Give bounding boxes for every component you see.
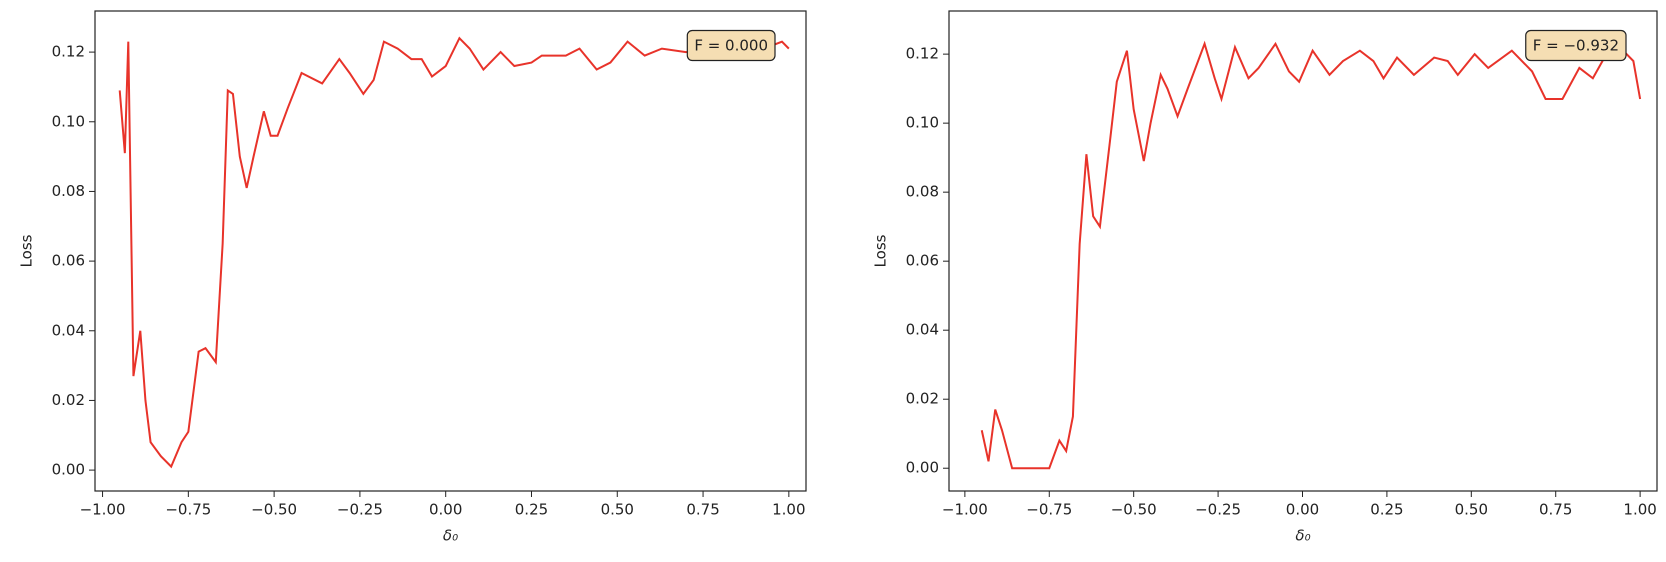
axes-frame (94, 10, 807, 492)
y-tick-label: 0.00 (906, 459, 939, 477)
y-tick-label: 0.12 (906, 45, 939, 63)
loss-line (118, 36, 790, 469)
x-axis-label: δ₀ (1295, 527, 1310, 545)
y-tick-label: 0.10 (52, 112, 85, 130)
x-tick-label: 0.75 (686, 501, 719, 519)
y-tick-label: 0.02 (906, 390, 939, 408)
annotation: F = −0.932 (1533, 37, 1619, 55)
x-tick-label: −0.50 (1111, 501, 1157, 519)
x-tick-label: 1.00 (772, 501, 805, 519)
y-tick-label: 0.06 (52, 252, 85, 270)
y-tick-label: 0.12 (52, 43, 85, 61)
y-tick-label: 0.00 (52, 461, 85, 479)
loss-line (980, 40, 1642, 470)
x-tick-label: 1.00 (1623, 501, 1656, 519)
x-tick-label: 0.25 (515, 501, 548, 519)
x-tick-label: 0.25 (1370, 501, 1403, 519)
annotation-box (686, 29, 776, 62)
y-axis-label: Loss (872, 234, 890, 267)
y-tick-label: 0.02 (52, 391, 85, 409)
plot (980, 40, 1642, 470)
y-axis-label: Loss (18, 234, 36, 267)
axes-frame (948, 10, 1658, 492)
x-tick-label: −0.75 (1026, 501, 1072, 519)
x-tick-label: −0.25 (337, 501, 383, 519)
x-axis-label: δ₀ (443, 527, 458, 545)
x-tick-label: −1.00 (80, 501, 126, 519)
x-tick-label: 0.00 (429, 501, 462, 519)
y-tick-label: 0.10 (906, 114, 939, 132)
annotation-box (1525, 29, 1627, 62)
y-tick-label: 0.06 (906, 252, 939, 270)
annotation: F = 0.000 (694, 37, 768, 55)
x-tick-label: −0.75 (165, 501, 211, 519)
plot (118, 36, 790, 469)
x-tick-label: −1.00 (942, 501, 988, 519)
x-tick-label: 0.50 (1455, 501, 1488, 519)
x-tick-label: 0.50 (601, 501, 634, 519)
y-tick-label: 0.08 (52, 182, 85, 200)
x-tick-label: −0.50 (251, 501, 297, 519)
x-tick-label: −0.25 (1195, 501, 1241, 519)
y-tick-label: 0.04 (906, 321, 939, 339)
x-tick-label: 0.00 (1286, 501, 1319, 519)
x-tick-label: 0.75 (1539, 501, 1572, 519)
y-tick-label: 0.08 (906, 183, 939, 201)
y-tick-label: 0.04 (52, 321, 85, 339)
